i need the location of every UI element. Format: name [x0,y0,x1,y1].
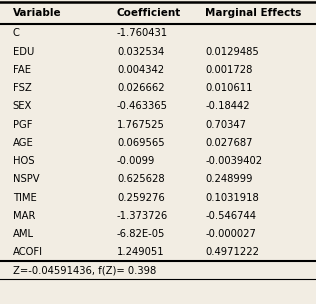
Text: 0.001728: 0.001728 [205,65,253,75]
Text: 0.004342: 0.004342 [117,65,164,75]
Text: 1.249051: 1.249051 [117,247,165,257]
Text: HOS: HOS [13,156,34,166]
Text: -0.0039402: -0.0039402 [205,156,263,166]
Text: 0.70347: 0.70347 [205,120,246,130]
Text: TIME: TIME [13,193,36,202]
Text: -0.0099: -0.0099 [117,156,155,166]
Text: EDU: EDU [13,47,34,57]
Text: 0.625628: 0.625628 [117,174,165,184]
Text: ACOFI: ACOFI [13,247,43,257]
Text: 0.4971222: 0.4971222 [205,247,259,257]
Text: FSZ: FSZ [13,83,31,93]
Text: 0.010611: 0.010611 [205,83,253,93]
Text: Coefficient: Coefficient [117,8,181,18]
Text: 0.032534: 0.032534 [117,47,164,57]
Text: -0.546744: -0.546744 [205,211,256,221]
Text: 0.248999: 0.248999 [205,174,253,184]
Text: FAE: FAE [13,65,31,75]
Text: 0.259276: 0.259276 [117,193,165,202]
Text: 0.069565: 0.069565 [117,138,165,148]
Text: SEX: SEX [13,102,32,111]
Text: 1.767525: 1.767525 [117,120,165,130]
Text: 0.026662: 0.026662 [117,83,165,93]
Text: C: C [13,29,20,38]
Text: Variable: Variable [13,8,61,18]
Text: 0.1031918: 0.1031918 [205,193,259,202]
Text: -1.373726: -1.373726 [117,211,168,221]
Text: Marginal Effects: Marginal Effects [205,8,302,18]
Text: -0.463365: -0.463365 [117,102,168,111]
Text: -6.82E-05: -6.82E-05 [117,229,165,239]
Text: NSPV: NSPV [13,174,39,184]
Text: 0.0129485: 0.0129485 [205,47,259,57]
Text: -0.000027: -0.000027 [205,229,256,239]
Text: Z=-0.04591436, f(Z)= 0.398: Z=-0.04591436, f(Z)= 0.398 [13,265,156,275]
Text: MAR: MAR [13,211,35,221]
Text: -0.18442: -0.18442 [205,102,250,111]
Text: PGF: PGF [13,120,32,130]
Text: 0.027687: 0.027687 [205,138,253,148]
Text: -1.760431: -1.760431 [117,29,168,38]
Text: AML: AML [13,229,33,239]
Text: AGE: AGE [13,138,33,148]
